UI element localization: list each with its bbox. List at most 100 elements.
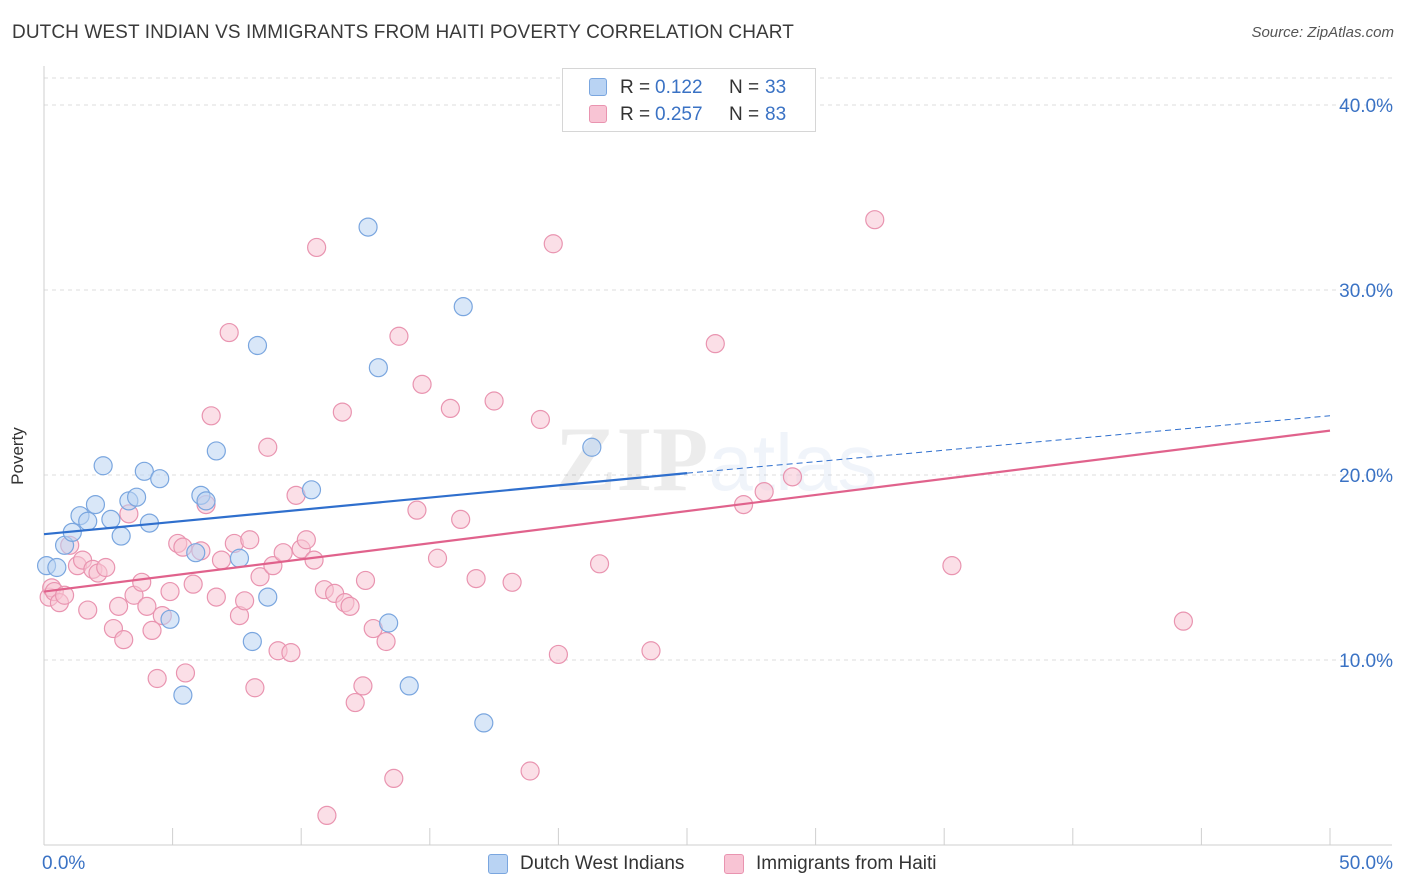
point-dutch-west-indians (93, 456, 113, 476)
legend-n-value: 33 (765, 77, 787, 98)
point-dutch-west-indians (358, 217, 378, 237)
point-immigrants-from-haiti (412, 374, 432, 394)
point-immigrants-from-haiti (520, 761, 540, 781)
point-immigrants-from-haiti (1173, 611, 1193, 631)
trend-line-dutch-west-indians-extension (686, 415, 1331, 474)
point-immigrants-from-haiti (942, 556, 962, 576)
x-tick-label: 0.0% (42, 853, 85, 874)
tick-labels: 10.0% 20.0% 30.0% 40.0% 0.0% 50.0% (42, 96, 1393, 874)
series-dutch-west-indians (36, 217, 602, 733)
correlation-legend: R = 0.122 N = 33 R = 0.257 N = 83 (562, 68, 816, 132)
point-dutch-west-indians (111, 526, 131, 546)
point-immigrants-from-haiti (353, 676, 373, 696)
point-immigrants-from-haiti (281, 642, 301, 663)
axes (43, 66, 1392, 846)
point-immigrants-from-haiti (96, 557, 116, 578)
point-immigrants-from-haiti (705, 334, 725, 354)
point-immigrants-from-haiti (219, 322, 239, 343)
point-dutch-west-indians (301, 480, 322, 500)
point-immigrants-from-haiti (245, 678, 265, 698)
point-dutch-west-indians (85, 495, 106, 515)
point-dutch-west-indians (379, 613, 399, 633)
legend-swatch-blue (589, 78, 607, 96)
point-dutch-west-indians (134, 461, 154, 481)
point-immigrants-from-haiti (263, 556, 283, 576)
trend-lines (43, 415, 1331, 593)
point-immigrants-from-haiti (160, 581, 180, 602)
legend-r-value: 0.122 (655, 77, 703, 98)
legend-n-label: N = (729, 77, 760, 98)
watermark: ZIPatlas (555, 408, 877, 510)
point-immigrants-from-haiti (407, 500, 427, 520)
point-dutch-west-indians (258, 587, 278, 607)
legend-r-label: R = (620, 104, 651, 125)
point-dutch-west-indians (101, 509, 121, 530)
point-immigrants-from-haiti (376, 631, 396, 652)
point-dutch-west-indians (582, 437, 602, 457)
point-immigrants-from-haiti (304, 550, 324, 570)
point-immigrants-from-haiti (137, 596, 157, 616)
point-immigrants-from-haiti (235, 591, 255, 611)
point-immigrants-from-haiti (782, 467, 803, 487)
series-swatch-blue (488, 854, 508, 874)
point-immigrants-from-haiti (201, 406, 221, 426)
point-immigrants-from-haiti (754, 482, 774, 502)
point-dutch-west-indians (242, 631, 262, 652)
point-immigrants-from-haiti (865, 210, 885, 230)
point-dutch-west-indians (78, 511, 98, 531)
point-immigrants-from-haiti (307, 237, 327, 258)
legend-swatch-pink (589, 105, 607, 123)
point-immigrants-from-haiti (258, 437, 278, 457)
point-dutch-west-indians (206, 441, 226, 461)
watermark-text: ZIPatlas (555, 408, 877, 510)
legend-n-label: N = (729, 104, 760, 125)
series-immigrants-from-haiti (39, 210, 1193, 826)
point-immigrants-from-haiti (340, 596, 360, 616)
point-dutch-west-indians (196, 491, 216, 511)
legend-n-value: 83 (765, 104, 787, 125)
point-immigrants-from-haiti (142, 620, 162, 641)
point-dutch-west-indians (160, 609, 180, 629)
point-immigrants-from-haiti (427, 548, 448, 568)
point-immigrants-from-haiti (332, 402, 352, 422)
point-immigrants-from-haiti (108, 596, 129, 616)
point-dutch-west-indians (126, 487, 147, 507)
data-points (36, 210, 1193, 826)
point-dutch-west-indians (150, 469, 170, 489)
point-immigrants-from-haiti (466, 568, 486, 589)
point-immigrants-from-haiti (530, 409, 550, 430)
series-label: Immigrants from Haiti (756, 853, 937, 874)
point-immigrants-from-haiti (440, 398, 460, 418)
point-dutch-west-indians (368, 358, 388, 378)
point-immigrants-from-haiti (273, 543, 293, 563)
point-immigrants-from-haiti (641, 641, 661, 661)
point-immigrants-from-haiti (78, 600, 98, 620)
point-immigrants-from-haiti (240, 530, 260, 550)
point-dutch-west-indians (186, 543, 206, 563)
point-immigrants-from-haiti (296, 530, 316, 550)
trend-line-immigrants-from-haiti (43, 429, 1331, 593)
source-note: Source: ZipAtlas.com (1251, 24, 1394, 41)
point-dutch-west-indians (474, 713, 494, 733)
gridlines (44, 77, 1392, 661)
y-tick-label: 40.0% (1339, 96, 1393, 117)
trend-line-dutch-west-indians (43, 472, 688, 536)
legend-r-label: R = (620, 77, 651, 98)
point-immigrants-from-haiti (502, 572, 522, 592)
point-immigrants-from-haiti (147, 668, 167, 689)
point-immigrants-from-haiti (211, 550, 232, 570)
series-label: Dutch West Indians (520, 853, 685, 874)
point-immigrants-from-haiti (389, 326, 409, 346)
point-immigrants-from-haiti (589, 554, 610, 574)
point-immigrants-from-haiti (484, 391, 504, 411)
point-immigrants-from-haiti (183, 574, 203, 594)
point-immigrants-from-haiti (451, 509, 471, 530)
y-tick-label: 30.0% (1339, 281, 1393, 302)
legend-r-value: 0.257 (655, 104, 703, 125)
x-tick-label: 50.0% (1339, 853, 1393, 874)
point-dutch-west-indians (173, 685, 193, 705)
point-dutch-west-indians (247, 335, 268, 356)
series-swatch-pink (724, 854, 744, 874)
point-immigrants-from-haiti (132, 572, 152, 592)
